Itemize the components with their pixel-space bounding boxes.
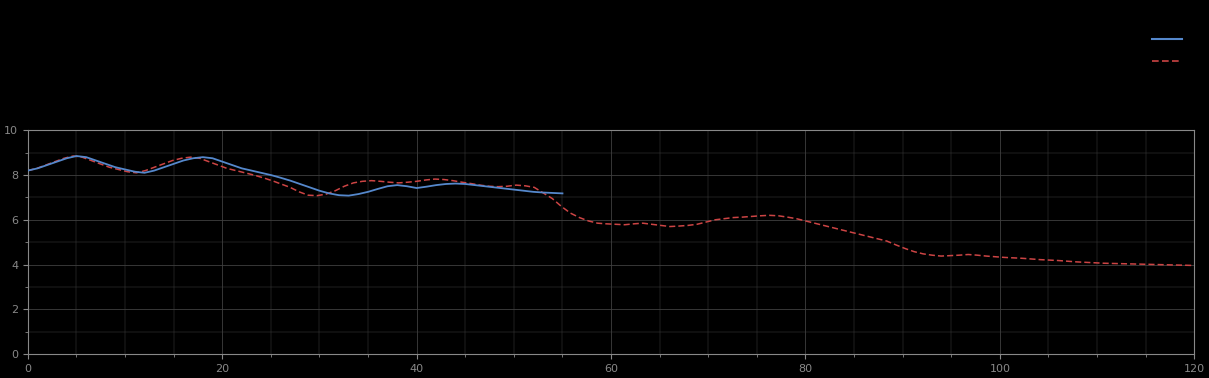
Legend: , : , — [1152, 34, 1190, 66]
